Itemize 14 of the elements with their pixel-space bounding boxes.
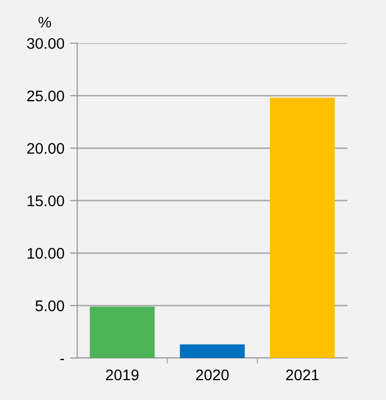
- bar: [180, 344, 245, 358]
- bar: [270, 98, 335, 358]
- x-tick-label: 2019: [106, 370, 139, 380]
- y-tick-label: 5.00: [36, 300, 64, 312]
- y-tick-label: 10.00: [28, 248, 64, 259]
- bar: [90, 306, 155, 358]
- y-axis-title: %: [38, 16, 52, 28]
- y-tick-label: 25.00: [27, 90, 64, 102]
- x-tick-label: 2020: [196, 370, 229, 380]
- y-tick-label: 15.00: [28, 195, 64, 206]
- x-tick-label: 2021: [286, 370, 319, 380]
- y-tick-label: -: [60, 358, 64, 360]
- y-tick-label: 30.00: [27, 38, 64, 49]
- y-tick-label: 20.00: [27, 143, 64, 154]
